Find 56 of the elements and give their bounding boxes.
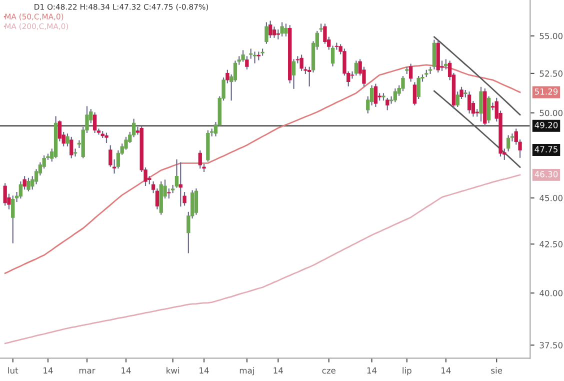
candlestick (104, 132, 108, 143)
y-tick-label: 37.50 (540, 342, 562, 348)
annotation: 47.75 (534, 146, 558, 152)
candlestick (432, 40, 436, 70)
x-tick-label: 14 (200, 367, 209, 374)
y-tick-label: 50.00 (540, 110, 562, 116)
candlestick (506, 135, 510, 152)
candlestick (272, 26, 276, 38)
candlestick (264, 22, 268, 44)
candlestick (73, 148, 78, 157)
candlestick (408, 64, 413, 82)
candlestick (479, 86, 483, 122)
x-tick-label: kwi (166, 367, 180, 374)
x-tick-label: 14 (274, 367, 283, 374)
y-tick-label: 52.50 (540, 70, 562, 77)
candlestick (92, 112, 97, 134)
candlestick (280, 22, 284, 36)
candlestick (354, 60, 358, 76)
candlestick (252, 52, 257, 64)
y-tick-label: 55.00 (540, 32, 562, 40)
x-tick-label: lut (8, 367, 18, 374)
candlestick (194, 188, 198, 215)
x-tick-label: cze (322, 368, 336, 374)
candlestick (486, 96, 491, 124)
candlestick (256, 52, 260, 60)
candlestick (70, 136, 74, 158)
candlestick (3, 183, 7, 206)
x-tick-label: lip (402, 367, 412, 376)
x-tick-label: 14 (44, 367, 53, 374)
line-series (4, 64, 521, 274)
candlestick (26, 178, 30, 192)
candlestick (300, 54, 304, 71)
candlestick (178, 162, 182, 207)
candlestick (198, 150, 202, 169)
ref-line-label: 49.20 (534, 122, 558, 128)
candlestick (467, 92, 472, 114)
line-series (4, 174, 521, 344)
candlestick (374, 84, 378, 107)
x-tick-label: maj (240, 367, 254, 376)
x-tick-label: 14 (122, 367, 131, 374)
x-tick-label: 14 (367, 367, 377, 374)
candlestick (11, 196, 15, 244)
annotation: 51.29 (534, 88, 558, 95)
candlestick (393, 88, 398, 102)
annotation: 46.30 (534, 171, 558, 178)
y-tick-label: 45.00 (540, 194, 562, 202)
candlestick (416, 76, 420, 99)
candlestick (284, 24, 288, 36)
candlestick (292, 59, 296, 89)
y-tick-label: 40.00 (540, 290, 562, 296)
line-series (434, 36, 521, 116)
y-tick-label: 42.50 (540, 241, 562, 248)
x-tick-label: sie (491, 367, 502, 374)
x-tick-label: 14 (442, 367, 451, 374)
candlestick (444, 59, 448, 70)
x-tick-label: mar (79, 368, 96, 374)
